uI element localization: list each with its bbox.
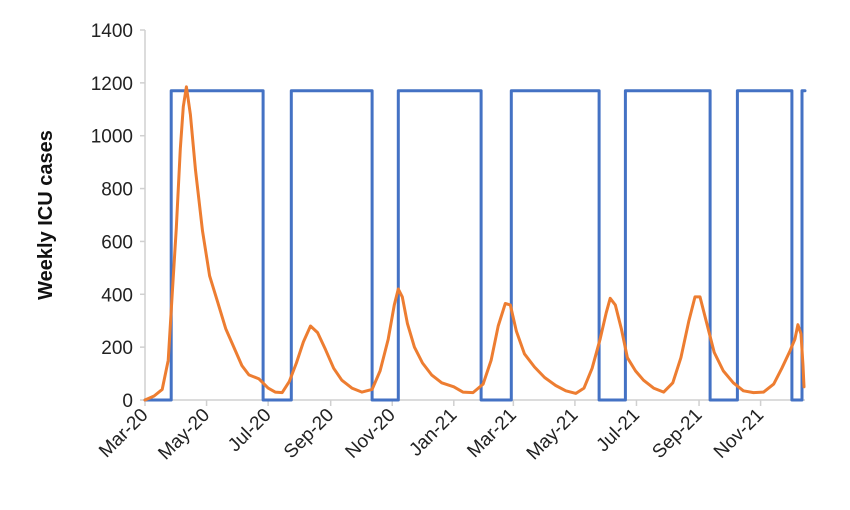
y-tick-label: 1200 xyxy=(91,74,133,95)
x-tick-label: Jan-21 xyxy=(405,405,461,461)
x-tick-label: Mar-20 xyxy=(95,405,152,462)
x-tick-label: May-21 xyxy=(523,405,583,465)
x-tick-labels: Mar-20 May-20 Jul-20 Sep-20 Nov-20 Jan-21 Mar-… xyxy=(95,400,768,464)
y-tick-label: 600 xyxy=(101,232,133,253)
y-tick-label: 0 xyxy=(122,391,133,412)
y-tick-label: 1000 xyxy=(91,127,133,148)
y-tick-label: 1400 xyxy=(91,21,133,42)
x-tick-label: Nov-21 xyxy=(710,405,768,463)
x-tick-label: Sep-20 xyxy=(280,405,338,463)
y-tick-label: 800 xyxy=(101,180,133,201)
x-tick-label: Jul-20 xyxy=(224,405,275,456)
x-tick-label: Jul-21 xyxy=(593,405,644,456)
x-tick-label: May-20 xyxy=(154,405,214,465)
series-layer xyxy=(143,85,807,402)
y-tick-label: 200 xyxy=(101,338,133,359)
y-tick-labels: 0 200 400 600 800 1000 1200 1400 xyxy=(91,21,145,412)
series-line-orange xyxy=(143,85,806,402)
x-tick-label: Mar-21 xyxy=(463,405,520,462)
y-tick-label: 400 xyxy=(101,285,133,306)
y-axis-label: Weekly ICU cases xyxy=(35,130,57,300)
series-line-blue xyxy=(143,89,807,402)
x-tick-label: Sep-21 xyxy=(648,405,706,463)
x-tick-label: Nov-20 xyxy=(342,405,400,463)
